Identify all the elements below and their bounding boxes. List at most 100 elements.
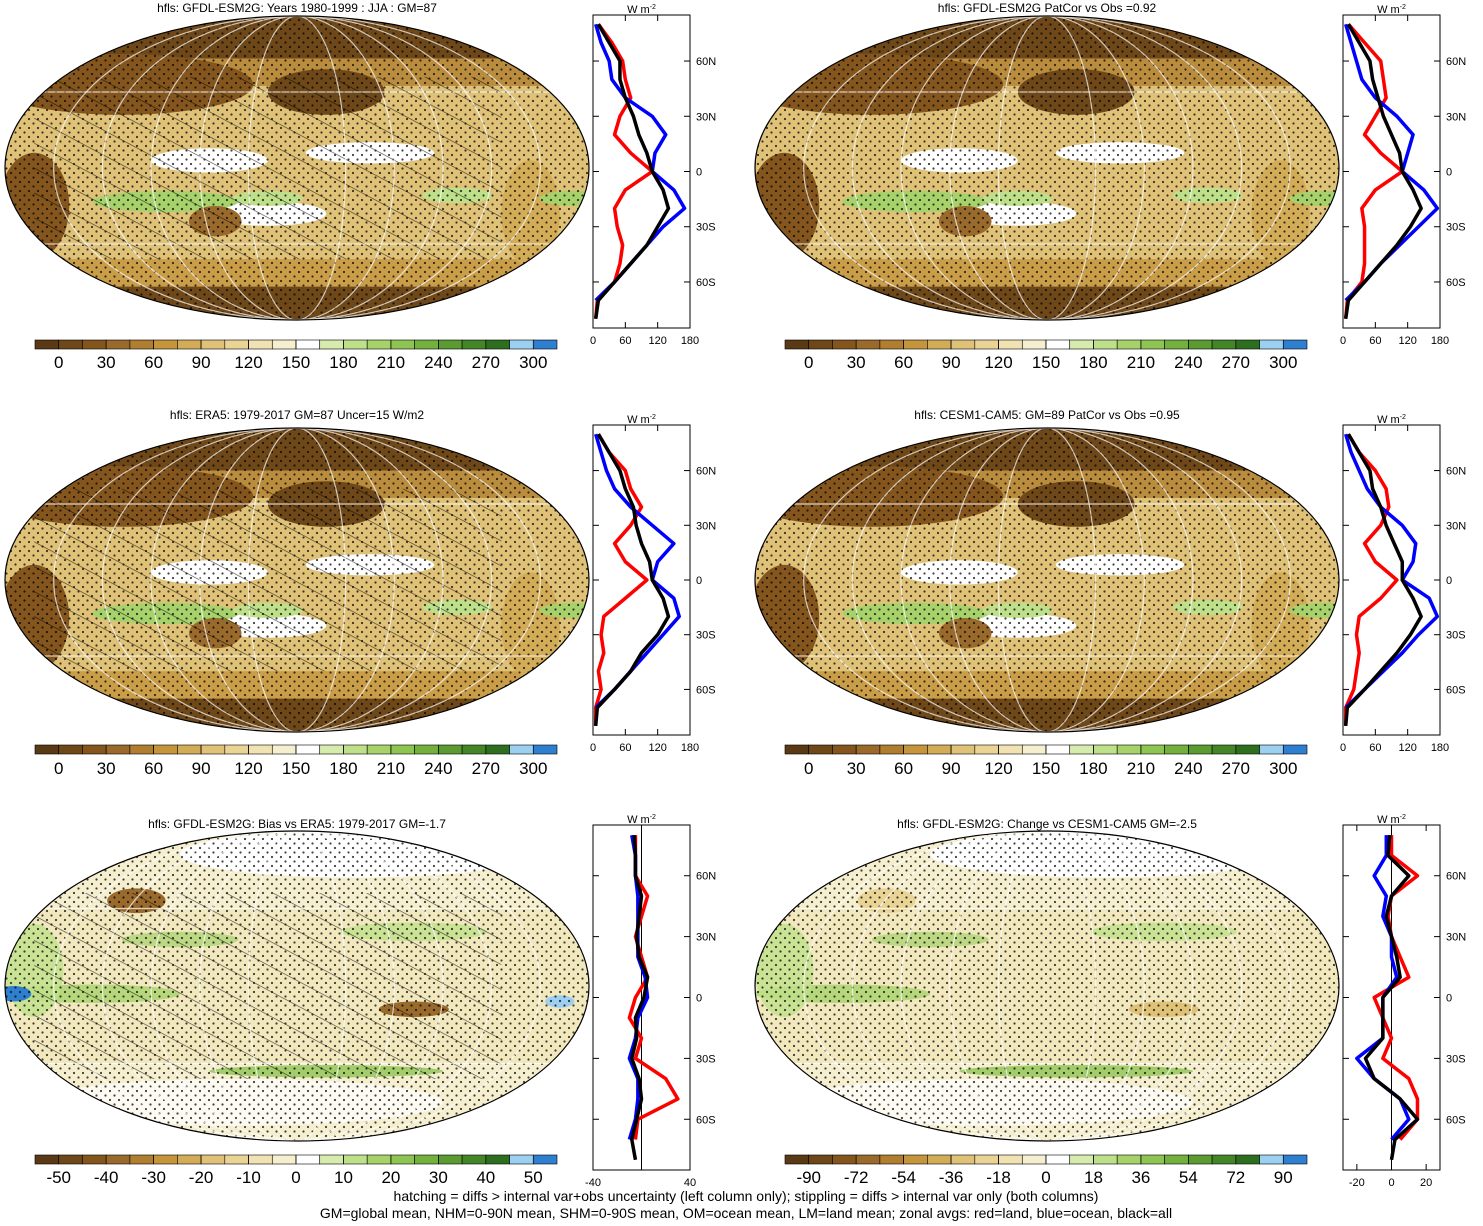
y-tick-label: 30N [696, 111, 716, 123]
colorbar-box [461, 1154, 487, 1165]
map [755, 428, 1339, 732]
colorbar-label: 90 [192, 353, 211, 372]
colorbar-box [366, 339, 392, 350]
colorbar-box [1282, 339, 1308, 350]
meridian [150, 831, 444, 1141]
colorbar-box [1093, 744, 1118, 755]
colorbar-box [414, 744, 439, 755]
colorbar-label: 30 [429, 1168, 448, 1187]
meridian [199, 831, 395, 1141]
map-outline [4, 427, 590, 733]
colorbar-box [1164, 744, 1189, 755]
y-tick-label: 60S [1446, 277, 1466, 289]
y-tick-label: 60S [1446, 1114, 1466, 1126]
x-tick-label: 40 [684, 1177, 696, 1189]
colorbar-label: -36 [939, 1168, 964, 1187]
colorbar-box [1045, 339, 1071, 350]
colorbar-label: 72 [1226, 1168, 1245, 1187]
colorbar-box [1021, 1154, 1047, 1165]
y-tick-label: 60S [696, 1114, 716, 1126]
stippling [755, 16, 1339, 320]
colorbar-box [1235, 339, 1260, 350]
colorbar-box [34, 1154, 60, 1165]
colorbar-box [153, 744, 178, 755]
colorbar-box [1164, 339, 1189, 350]
colorbar-label: 240 [1174, 759, 1202, 778]
colorbar-label: -72 [844, 1168, 869, 1187]
colorbar-label: 90 [1274, 1168, 1293, 1187]
colorbar-box [950, 339, 976, 350]
y-tick-label: 60N [1446, 871, 1466, 883]
colorbar-box [105, 1154, 131, 1165]
meridian [900, 831, 1194, 1141]
colorbar-label: 0 [54, 759, 63, 778]
colorbar-box [58, 1154, 83, 1165]
colorbar-box [1116, 744, 1142, 755]
colorbar-box [390, 339, 415, 350]
units-exponent: -2 [1400, 814, 1406, 821]
y-tick-label: 30N [1446, 932, 1466, 944]
colorbar-label: 300 [1269, 353, 1297, 372]
colorbar-label: -20 [189, 1168, 214, 1187]
y-tick-label: 60N [1446, 466, 1466, 478]
colorbar-box [343, 1154, 368, 1165]
colorbar-box [998, 744, 1023, 755]
colorbar-box [808, 744, 833, 755]
colorbar-box [461, 339, 487, 350]
meridian [199, 16, 395, 320]
colorbar-label: 240 [1174, 353, 1202, 372]
colorbar-label: 270 [1222, 353, 1250, 372]
colorbar-box [129, 1154, 154, 1165]
colorbar-label: 30 [847, 353, 866, 372]
colorbar-box [295, 339, 321, 350]
colorbar-label: 18 [1084, 1168, 1103, 1187]
meridian [101, 16, 493, 320]
units-base: W m [1377, 814, 1400, 826]
x-tick-label: 0 [590, 335, 596, 347]
colorbar-label: 150 [282, 759, 310, 778]
y-tick-label: 30S [1446, 222, 1466, 234]
meridian [247, 428, 347, 732]
colorbar-label: 30 [97, 353, 116, 372]
colorbar-box [82, 744, 107, 755]
x-tick-label: 180 [681, 742, 699, 754]
map [5, 428, 589, 732]
colorbar-box [1259, 744, 1284, 755]
meridian [900, 428, 1194, 732]
y-tick-label: 30S [696, 222, 716, 234]
colorbar-label: 90 [192, 759, 211, 778]
zonal-line [1343, 433, 1399, 726]
meridian [150, 16, 444, 320]
colorbar-box [1093, 1154, 1118, 1165]
colorbar-box [319, 744, 344, 755]
x-tick-label: 60 [619, 335, 631, 347]
stippling [755, 831, 1339, 1141]
colorbar-box [1188, 744, 1213, 755]
x-tick-label: 120 [648, 742, 666, 754]
colorbar-box [58, 744, 83, 755]
colorbar-label: 240 [424, 759, 452, 778]
meridian [803, 831, 1291, 1141]
colorbar-box [855, 1154, 881, 1165]
zonal-line [594, 433, 681, 709]
colorbar-label: 120 [234, 353, 262, 372]
units-exponent: -2 [650, 414, 656, 421]
units-exponent: -2 [650, 814, 656, 821]
colorbar-label: -10 [236, 1168, 261, 1187]
meridian [247, 831, 347, 1141]
meridian [997, 428, 1097, 732]
colorbar-box [177, 1154, 202, 1165]
zonal-line [1344, 433, 1440, 709]
zonal-line [1363, 834, 1420, 1161]
meridian [997, 831, 1097, 1141]
units-label: W m-2 [1377, 814, 1406, 826]
map-outline [754, 15, 1340, 321]
map-outline [4, 15, 590, 321]
colorbar-box [855, 339, 881, 350]
footer-line: hatching = diffs > internal var+obs unce… [394, 1188, 1099, 1204]
zonal-line [627, 835, 680, 1140]
x-tick-label: 0 [1340, 742, 1346, 754]
zonal-line [593, 433, 649, 726]
meridian [949, 428, 1145, 732]
colorbar-box [153, 1154, 178, 1165]
